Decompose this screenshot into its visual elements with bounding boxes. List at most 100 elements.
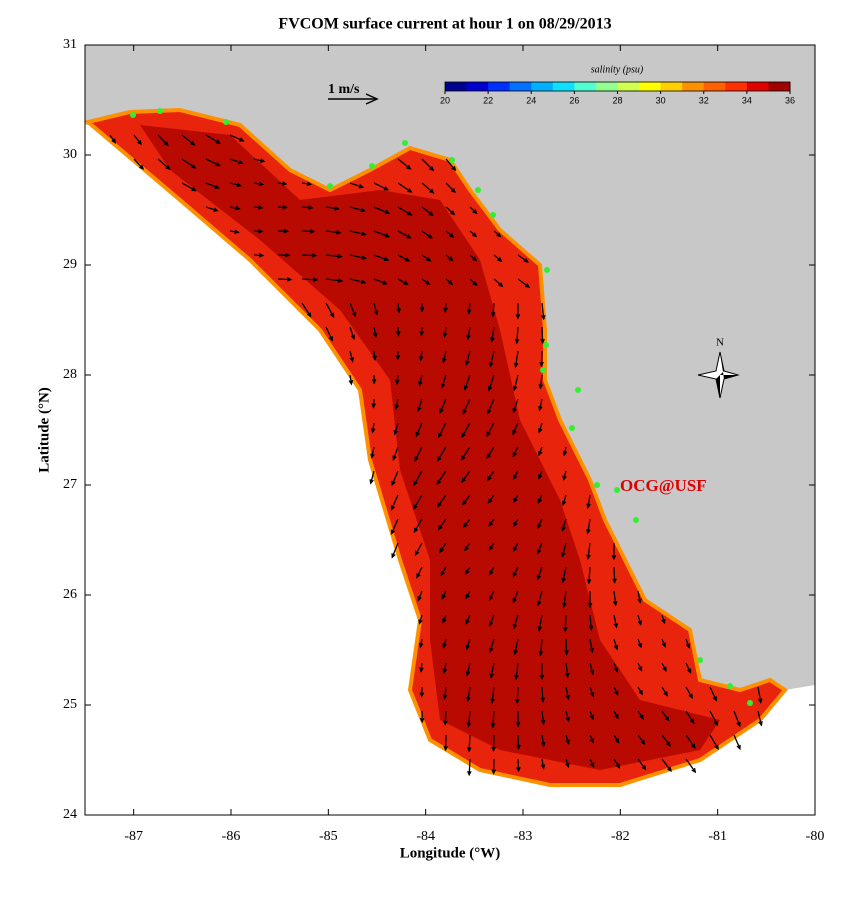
current-arrow-head — [360, 207, 366, 213]
current-arrow — [440, 566, 447, 576]
current-arrow-head — [489, 647, 494, 654]
current-arrow — [466, 662, 471, 676]
current-arrow-head — [441, 357, 447, 364]
current-arrow-head — [283, 228, 289, 234]
current-arrow-head — [491, 769, 497, 775]
colorbar-label: salinity (psu) — [591, 64, 644, 75]
current-arrow-head — [383, 256, 390, 262]
current-arrow — [512, 590, 519, 603]
colorbar-swatch — [509, 82, 532, 91]
current-arrow — [685, 710, 695, 724]
current-arrow — [565, 662, 569, 677]
current-arrow — [491, 326, 495, 342]
current-arrow-head — [512, 385, 518, 392]
current-arrow — [489, 590, 495, 600]
current-arrow — [466, 638, 471, 650]
current-arrow — [486, 446, 495, 459]
current-arrow-head — [613, 623, 619, 629]
current-arrow-head — [282, 205, 288, 210]
current-arrow-head — [394, 404, 399, 411]
current-arrow-head — [258, 229, 264, 234]
current-arrow-head — [540, 741, 546, 748]
current-arrow-head — [512, 497, 518, 504]
colorbar-swatch — [445, 82, 468, 91]
current-arrow-head — [685, 643, 691, 649]
current-arrow — [685, 758, 696, 773]
current-arrow-head — [486, 476, 492, 482]
current-arrow-head — [395, 355, 401, 361]
current-arrow — [417, 398, 423, 411]
current-arrow-head — [437, 525, 443, 531]
current-arrow-head — [419, 717, 425, 724]
current-arrow-head — [281, 181, 288, 186]
current-arrow-head — [540, 338, 545, 345]
colorbar-swatch — [746, 82, 769, 91]
current-arrow-head — [448, 256, 454, 262]
current-arrow-head — [489, 595, 494, 602]
current-arrow-head — [382, 280, 388, 285]
current-arrow — [437, 446, 447, 461]
colorbar-swatch — [660, 82, 683, 91]
colorbar-tick-label: 36 — [785, 95, 795, 105]
current-arrow-head — [370, 453, 375, 460]
current-arrow-head — [515, 314, 521, 320]
current-arrow-head — [516, 766, 521, 773]
current-arrow-head — [586, 529, 591, 535]
current-arrow-head — [390, 529, 396, 536]
current-arrow — [487, 494, 495, 504]
current-arrow — [397, 230, 411, 239]
current-arrow — [685, 686, 693, 699]
current-arrow-head — [441, 594, 446, 600]
current-arrow-head — [418, 619, 423, 625]
current-arrow — [489, 638, 495, 652]
colorbar-tick-label: 22 — [483, 95, 493, 105]
current-arrow — [397, 278, 408, 285]
current-arrow-head — [536, 549, 542, 555]
current-arrow — [637, 758, 646, 770]
current-arrow — [181, 182, 196, 192]
current-arrow-head — [465, 594, 470, 600]
current-arrow-head — [369, 479, 374, 485]
current-arrow — [637, 590, 641, 603]
chart-title: FVCOM surface current at hour 1 on 08/29… — [278, 16, 611, 33]
current-arrow-head — [661, 642, 666, 648]
current-arrow — [133, 158, 144, 170]
current-arrow-head — [514, 674, 519, 681]
current-arrow-head — [465, 644, 470, 651]
current-arrow-head — [405, 257, 411, 262]
current-arrow-head — [429, 188, 435, 194]
current-arrow-head — [513, 362, 519, 369]
current-arrow — [445, 230, 454, 238]
current-arrow — [561, 542, 567, 557]
current-arrow — [229, 134, 244, 142]
current-arrow-head — [487, 498, 493, 504]
current-arrow-head — [561, 526, 566, 532]
current-arrow — [465, 350, 471, 365]
current-arrow — [589, 662, 594, 675]
current-arrow-head — [467, 770, 472, 777]
current-arrow — [392, 446, 399, 460]
current-arrow — [372, 422, 375, 433]
current-arrow — [493, 278, 503, 287]
current-arrow-head — [536, 575, 541, 581]
current-arrow-head — [661, 618, 666, 625]
current-arrow-head — [236, 182, 243, 188]
current-arrow — [442, 350, 447, 363]
current-arrow-head — [306, 181, 313, 187]
current-arrow-head — [334, 206, 340, 211]
sea-core — [140, 125, 720, 770]
current-arrow-head — [384, 233, 391, 238]
current-arrow — [537, 542, 543, 554]
current-arrow — [537, 518, 543, 528]
current-arrow-head — [466, 334, 471, 341]
current-arrow — [349, 182, 363, 188]
current-arrow — [517, 254, 529, 263]
current-arrow — [661, 710, 670, 721]
current-arrow — [439, 542, 447, 553]
current-arrow — [489, 614, 495, 626]
current-arrow-head — [372, 355, 377, 362]
current-arrow-head — [486, 431, 491, 438]
current-arrows — [109, 134, 763, 777]
current-arrow — [541, 710, 545, 724]
current-arrow-head — [450, 210, 456, 216]
